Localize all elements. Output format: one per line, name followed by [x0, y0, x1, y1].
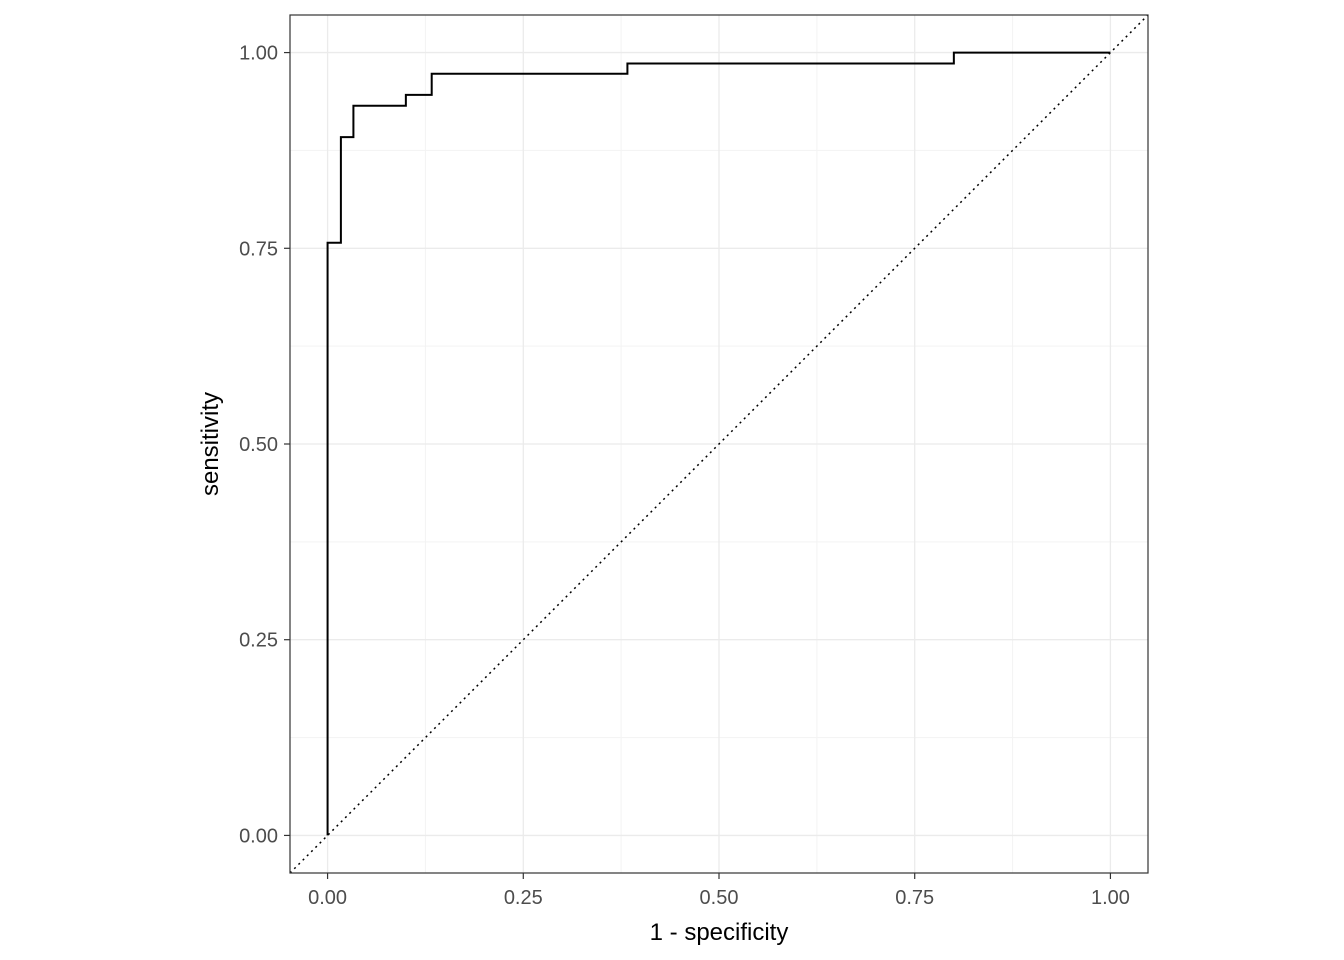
reference-layer	[289, 14, 1149, 874]
x-axis-title: 1 - specificity	[650, 919, 789, 946]
y-tick-label: 0.75	[239, 238, 278, 260]
y-tick-label: 0.50	[239, 434, 278, 456]
y-tick-label: 1.00	[239, 43, 278, 65]
reference-diagonal-line	[289, 14, 1149, 874]
x-tick-label: 0.00	[308, 887, 347, 909]
roc-curve-line	[326, 51, 1111, 836]
y-tick-label: 0.00	[239, 825, 278, 847]
x-tick-label: 0.75	[895, 887, 934, 909]
x-axis-ticks: 0.00 0.25 0.50 0.75 1.00	[308, 873, 1130, 909]
x-tick-label: 0.50	[700, 887, 739, 909]
y-axis-title: sensitivity	[197, 392, 224, 496]
x-tick-label: 1.00	[1091, 887, 1130, 909]
major-gridlines	[290, 15, 1148, 873]
y-axis-ticks: 0.00 0.25 0.50 0.75 1.00	[239, 43, 290, 847]
y-tick-label: 0.25	[239, 630, 278, 652]
x-tick-label: 0.25	[504, 887, 543, 909]
curve-layer	[326, 51, 1111, 836]
